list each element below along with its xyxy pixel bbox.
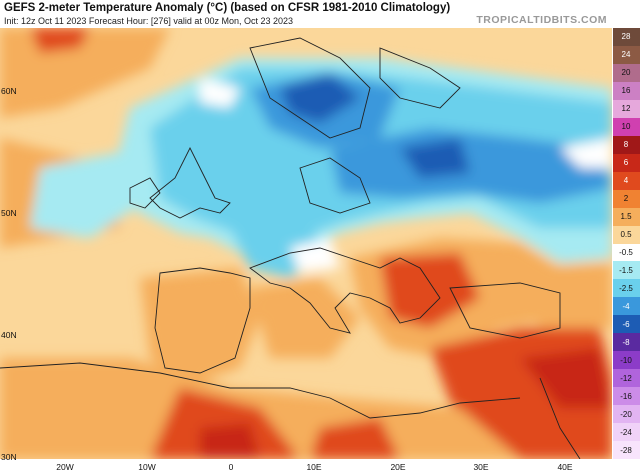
anomaly-field bbox=[0, 28, 612, 459]
chart-subtitle: Init: 12z Oct 11 2023 Forecast Hour: [27… bbox=[4, 16, 293, 26]
longitude-label: 20W bbox=[56, 462, 74, 472]
legend-label: 28 bbox=[621, 32, 631, 42]
legend-label: 2 bbox=[623, 194, 629, 204]
legend-swatch bbox=[613, 351, 640, 370]
latitude-label: 60N bbox=[1, 86, 17, 96]
legend-label: 4 bbox=[623, 176, 629, 186]
legend-swatch bbox=[613, 45, 640, 65]
chart-title: GEFS 2-meter Temperature Anomaly (°C) (b… bbox=[4, 2, 451, 14]
legend-label: 0.5 bbox=[620, 230, 632, 240]
legend-swatch bbox=[613, 369, 640, 388]
latitude-label: 30N bbox=[1, 452, 17, 462]
longitude-label: 20E bbox=[390, 462, 406, 472]
brand-watermark: TROPICALTIDBITS.COM bbox=[476, 14, 607, 26]
legend-swatch bbox=[613, 297, 640, 316]
longitude-label: 30E bbox=[473, 462, 489, 472]
chart-header: GEFS 2-meter Temperature Anomaly (°C) (b… bbox=[0, 0, 640, 28]
legend-swatch bbox=[613, 153, 640, 173]
legend-label: -1.5 bbox=[619, 265, 633, 275]
legend-label: -2.5 bbox=[619, 283, 633, 293]
legend-label: -10 bbox=[620, 355, 632, 365]
longitude-label: 0 bbox=[228, 462, 234, 472]
longitude-label: 10E bbox=[306, 462, 322, 472]
legend-swatch bbox=[613, 135, 640, 155]
legend-label: -4 bbox=[622, 301, 630, 311]
legend-label: 16 bbox=[621, 86, 631, 96]
anomaly-map-svg bbox=[0, 28, 612, 459]
longitude-label: 10W bbox=[138, 462, 156, 472]
legend-swatch bbox=[613, 99, 640, 119]
legend-label: 6 bbox=[623, 158, 629, 168]
color-legend: 28 24 20 16 12 10 8 6 4 2 1.5 0.5 -0.5 -1.5 -2.5 -4 -6 -8… bbox=[613, 28, 640, 460]
legend-swatch bbox=[613, 243, 640, 262]
legend-swatch bbox=[613, 207, 640, 227]
legend-label: -24 bbox=[620, 427, 632, 437]
legend-label: 20 bbox=[621, 68, 631, 78]
legend-label: -0.5 bbox=[619, 247, 633, 257]
legend-swatch bbox=[613, 423, 640, 442]
legend-swatch bbox=[613, 117, 640, 137]
legend-label: -20 bbox=[620, 409, 632, 419]
anomaly-map bbox=[0, 28, 612, 459]
legend-swatch bbox=[613, 171, 640, 191]
legend-swatch bbox=[613, 333, 640, 352]
legend-swatch bbox=[613, 63, 640, 83]
legend-swatch bbox=[613, 315, 640, 334]
legend-swatch bbox=[613, 387, 640, 406]
legend-label: 24 bbox=[621, 50, 631, 60]
legend-label: 10 bbox=[621, 122, 631, 132]
legend-label: -6 bbox=[622, 319, 630, 329]
coastlines bbox=[0, 37, 581, 459]
legend-swatch bbox=[613, 189, 640, 209]
legend-label: 12 bbox=[621, 104, 631, 114]
legend-swatch bbox=[613, 279, 640, 298]
longitude-label: 40E bbox=[557, 462, 573, 472]
latitude-label: 40N bbox=[1, 330, 17, 340]
legend-label: 8 bbox=[623, 140, 629, 150]
legend-swatch bbox=[613, 405, 640, 424]
legend-label: -16 bbox=[620, 391, 632, 401]
legend-swatch bbox=[613, 28, 640, 47]
legend-swatch bbox=[613, 261, 640, 280]
legend-label: -12 bbox=[620, 373, 632, 383]
legend-swatch bbox=[613, 225, 640, 244]
legend-label: -8 bbox=[622, 337, 630, 347]
legend-label: -28 bbox=[620, 445, 632, 455]
latitude-label: 50N bbox=[1, 208, 17, 218]
legend-label: 1.5 bbox=[620, 212, 632, 222]
legend-swatch bbox=[613, 81, 640, 101]
legend-swatch bbox=[613, 441, 640, 460]
